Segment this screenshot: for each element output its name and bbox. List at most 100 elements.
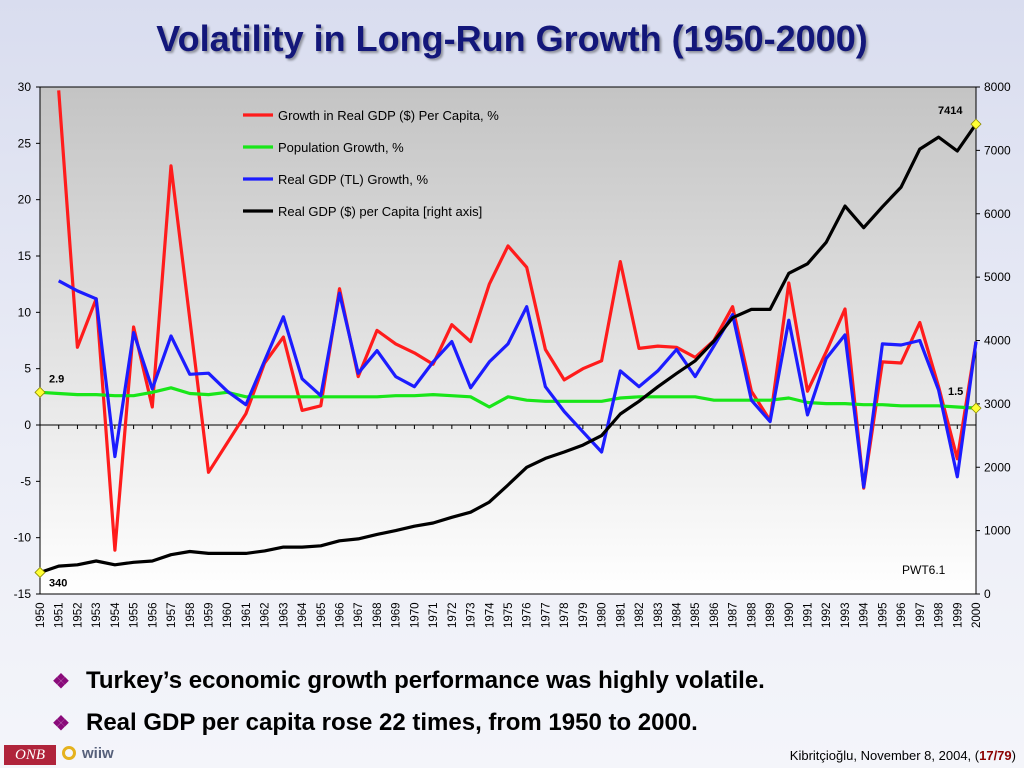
wiiw-ring-icon: [62, 746, 76, 760]
left-tick-label: 0: [24, 418, 31, 432]
x-tick-label: 1961: [241, 602, 253, 628]
x-tick-label: 1959: [203, 602, 215, 628]
right-tick-label: 4000: [984, 334, 1011, 348]
citation-text: Kibritçioğlu, November 8, 2004, (: [789, 748, 980, 763]
x-tick-label: 1988: [746, 602, 758, 628]
x-tick-label: 1952: [72, 602, 84, 628]
x-tick-label: 1963: [278, 602, 290, 628]
bullet-item: ❖ Real GDP per capita rose 22 times, fro…: [52, 702, 765, 744]
x-tick-label: 1984: [671, 602, 683, 628]
x-tick-label: 1987: [728, 602, 740, 628]
x-tick-label: 1977: [540, 602, 552, 628]
x-tick-label: 1966: [335, 602, 347, 628]
x-tick-label: 1996: [896, 602, 908, 628]
annotation-start-gdp: 340: [49, 577, 67, 589]
x-tick-label: 1998: [934, 602, 946, 628]
right-tick-label: 7000: [984, 143, 1011, 157]
left-tick-label: -10: [14, 531, 32, 545]
x-tick-label: 1960: [222, 602, 234, 628]
onb-logo: ONB: [4, 745, 56, 765]
annotation-end-population: 1.5: [948, 386, 963, 398]
x-tick-label: 1965: [316, 602, 328, 628]
series-line-3: [39, 123, 978, 575]
series-line-2: [57, 279, 978, 489]
x-tick-label: 1989: [765, 602, 777, 628]
right-tick-label: 8000: [984, 80, 1011, 94]
growth-chart: -15 -10 -5 0 5 10 15 20 25 30 0 1000 2000 3000 4000 500…: [14, 80, 1011, 628]
wiiw-logo: wiiw: [82, 745, 114, 762]
diamond-bullet-icon: ❖: [52, 670, 70, 693]
legend-label-1: Population Growth, %: [278, 140, 404, 155]
series-line-0: [57, 90, 978, 552]
x-tick-label: 1982: [634, 602, 646, 628]
footer-citation: Kibritçioğlu, November 8, 2004, (17/79): [790, 748, 1016, 763]
x-tick-label: 1968: [372, 602, 384, 628]
left-tick-label: 15: [18, 249, 32, 263]
bullet-text-volatility: Turkey’s economic growth performance was…: [86, 667, 765, 694]
endpoint-marker: [34, 566, 46, 579]
x-tick-label: 1953: [91, 602, 103, 628]
bullet-item: ❖ Turkey’s economic growth performance w…: [52, 660, 765, 702]
x-tick-label: 1970: [409, 602, 421, 628]
left-tick-label: -15: [14, 587, 32, 601]
x-tick-label: 1973: [466, 602, 478, 628]
x-tick-label: 1995: [877, 602, 889, 628]
legend-label-2: Real GDP (TL) Growth, %: [278, 172, 428, 187]
x-tick-label: 1967: [353, 602, 365, 628]
x-tick-label: 1957: [166, 602, 178, 628]
x-tick-label: 1993: [840, 602, 852, 628]
x-tick-label: 1971: [428, 602, 440, 628]
x-tick-label: 1954: [110, 602, 122, 628]
x-tick-label: 1955: [129, 602, 141, 628]
slide-title: Volatility in Long-Run Growth (1950-2000…: [156, 18, 868, 59]
x-tick-label: 1962: [260, 602, 272, 628]
x-tick-label: 1964: [297, 602, 309, 628]
citation-close: ): [1011, 748, 1016, 763]
legend-label-3: Real GDP ($) per Capita [right axis]: [278, 204, 482, 219]
endpoint-marker: [34, 386, 46, 398]
right-tick-label: 6000: [984, 207, 1011, 221]
right-tick-label: 1000: [984, 524, 1011, 538]
x-tick-label: 1986: [709, 602, 721, 628]
x-tick-label: 1985: [690, 602, 702, 628]
diamond-bullet-icon: ❖: [52, 712, 70, 735]
right-tick-label: 2000: [984, 460, 1011, 474]
endpoint-marker: [970, 402, 982, 414]
x-tick-label: 1978: [559, 602, 571, 628]
x-tick-label: 1994: [859, 602, 871, 628]
x-tick-label: 1979: [578, 602, 590, 628]
bullet-list: ❖ Turkey’s economic growth performance w…: [52, 660, 765, 744]
left-tick-label: 20: [18, 193, 32, 207]
x-tick-label: 1992: [821, 602, 833, 628]
left-tick-label: 25: [18, 136, 32, 150]
page-number: 17/79: [979, 748, 1012, 763]
left-tick-label: 5: [24, 362, 31, 376]
x-tick-label: 1991: [803, 602, 815, 628]
legend-label-0: Growth in Real GDP ($) Per Capita, %: [278, 108, 499, 123]
x-tick-label: 1958: [185, 602, 197, 628]
right-tick-label: 3000: [984, 397, 1011, 411]
x-tick-label: 1980: [597, 602, 609, 628]
x-tick-label: 1981: [615, 602, 627, 628]
x-tick-label: 1972: [447, 602, 459, 628]
left-tick-label: -5: [20, 474, 31, 488]
x-tick-label: 1983: [653, 602, 665, 628]
x-tick-label: 1997: [915, 602, 927, 628]
endpoint-marker: [970, 118, 982, 130]
x-tick-label: 1975: [503, 602, 515, 628]
annotation-source: PWT6.1: [902, 563, 946, 577]
series-line-1: [39, 386, 977, 410]
right-tick-label: 0: [984, 587, 991, 601]
x-tick-label: 1951: [54, 602, 66, 628]
x-tick-label: 1999: [952, 602, 964, 628]
x-tick-label: 1974: [484, 602, 496, 628]
x-tick-label: 1956: [147, 602, 159, 628]
right-tick-label: 5000: [984, 270, 1011, 284]
annotation-end-gdp: 7414: [938, 105, 963, 117]
left-tick-label: 10: [18, 305, 32, 319]
annotation-start-population: 2.9: [49, 373, 64, 385]
x-tick-label: 1976: [522, 602, 534, 628]
x-tick-label: 1990: [784, 602, 796, 628]
x-tick-label: 1969: [391, 602, 403, 628]
x-tick-label: 1950: [35, 602, 47, 628]
